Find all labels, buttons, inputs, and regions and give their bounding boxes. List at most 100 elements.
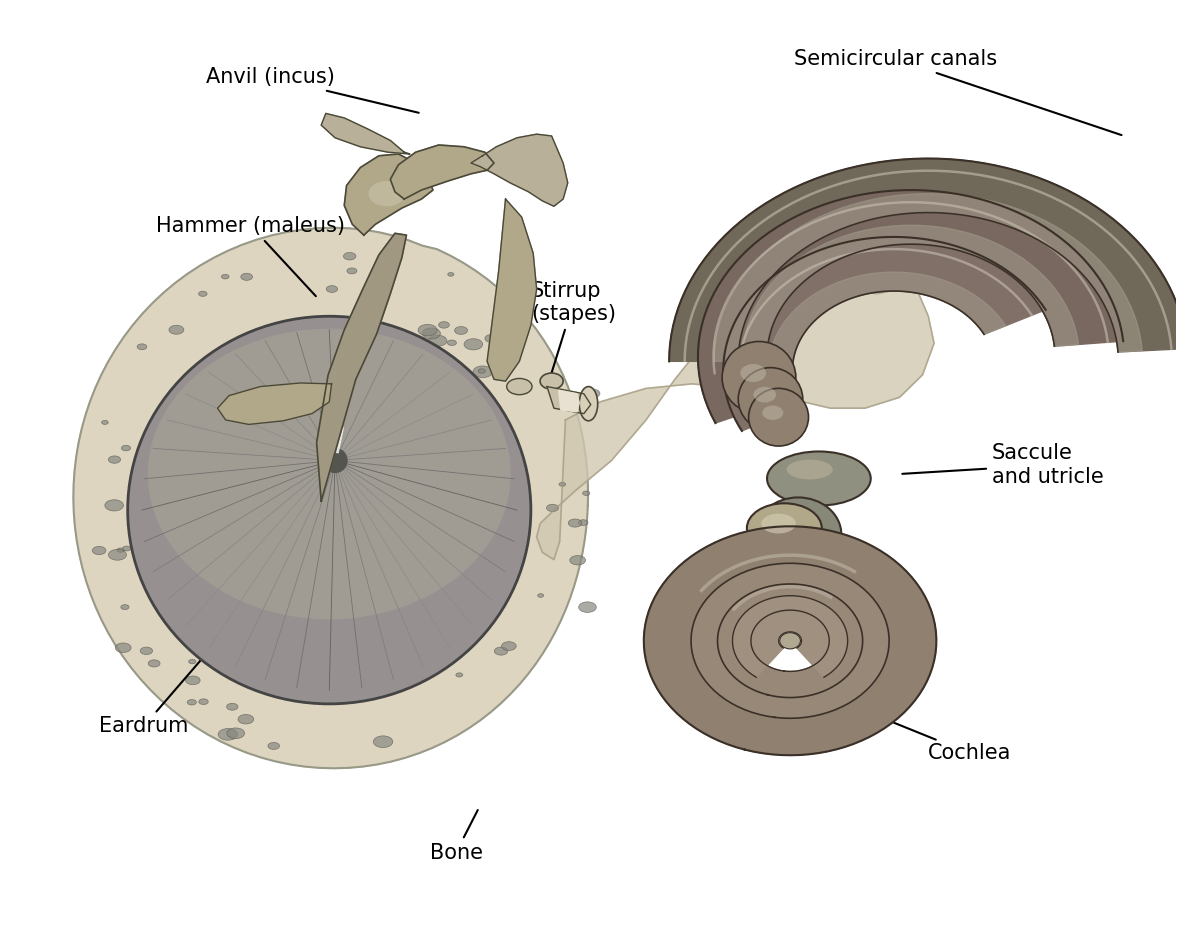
Ellipse shape bbox=[581, 397, 595, 407]
Ellipse shape bbox=[116, 548, 124, 552]
Ellipse shape bbox=[448, 272, 454, 276]
Ellipse shape bbox=[448, 340, 456, 346]
Ellipse shape bbox=[762, 406, 784, 420]
Ellipse shape bbox=[787, 459, 833, 480]
Text: Bone: Bone bbox=[430, 810, 482, 863]
Text: Stirrup
(stapes): Stirrup (stapes) bbox=[530, 281, 616, 381]
Ellipse shape bbox=[455, 327, 468, 334]
Polygon shape bbox=[670, 159, 1187, 362]
Ellipse shape bbox=[464, 339, 482, 350]
Ellipse shape bbox=[140, 647, 152, 654]
Polygon shape bbox=[732, 595, 847, 677]
Ellipse shape bbox=[559, 483, 565, 486]
Ellipse shape bbox=[569, 519, 582, 527]
Ellipse shape bbox=[422, 328, 440, 339]
Ellipse shape bbox=[323, 448, 348, 473]
Ellipse shape bbox=[580, 387, 598, 421]
Ellipse shape bbox=[761, 514, 796, 533]
Polygon shape bbox=[322, 114, 410, 154]
Ellipse shape bbox=[268, 743, 280, 749]
Ellipse shape bbox=[238, 715, 253, 724]
Ellipse shape bbox=[227, 703, 238, 710]
Ellipse shape bbox=[578, 602, 596, 612]
Ellipse shape bbox=[738, 368, 803, 431]
Ellipse shape bbox=[368, 181, 406, 207]
Polygon shape bbox=[470, 134, 568, 207]
Ellipse shape bbox=[578, 519, 588, 526]
Ellipse shape bbox=[473, 366, 492, 377]
Ellipse shape bbox=[115, 643, 131, 653]
Polygon shape bbox=[743, 225, 1079, 409]
Ellipse shape bbox=[749, 389, 809, 446]
Ellipse shape bbox=[428, 335, 446, 346]
Polygon shape bbox=[724, 237, 1045, 431]
Ellipse shape bbox=[241, 273, 252, 281]
Ellipse shape bbox=[478, 369, 485, 373]
Text: Eardrum: Eardrum bbox=[98, 607, 247, 736]
Polygon shape bbox=[768, 272, 1006, 415]
Ellipse shape bbox=[148, 329, 511, 620]
Ellipse shape bbox=[127, 316, 530, 704]
Ellipse shape bbox=[343, 253, 356, 260]
Ellipse shape bbox=[418, 324, 437, 336]
Ellipse shape bbox=[326, 285, 337, 292]
Ellipse shape bbox=[546, 504, 558, 512]
Polygon shape bbox=[714, 193, 1142, 362]
Polygon shape bbox=[390, 145, 494, 199]
Ellipse shape bbox=[102, 421, 108, 424]
Text: Semicircular canals: Semicircular canals bbox=[794, 50, 1122, 135]
Ellipse shape bbox=[199, 699, 209, 704]
Polygon shape bbox=[547, 387, 590, 413]
Text: Saccule
and utricle: Saccule and utricle bbox=[902, 443, 1104, 486]
Ellipse shape bbox=[92, 546, 106, 555]
Ellipse shape bbox=[780, 633, 800, 649]
Ellipse shape bbox=[137, 344, 146, 349]
Ellipse shape bbox=[198, 291, 208, 297]
Ellipse shape bbox=[218, 729, 238, 740]
Ellipse shape bbox=[570, 556, 586, 565]
Ellipse shape bbox=[502, 641, 516, 651]
Ellipse shape bbox=[121, 605, 130, 609]
Ellipse shape bbox=[186, 676, 200, 685]
Ellipse shape bbox=[494, 647, 508, 655]
Ellipse shape bbox=[456, 673, 463, 677]
Ellipse shape bbox=[373, 736, 392, 747]
Polygon shape bbox=[317, 233, 407, 501]
Ellipse shape bbox=[775, 513, 810, 538]
Ellipse shape bbox=[586, 389, 600, 398]
Ellipse shape bbox=[222, 274, 229, 279]
Ellipse shape bbox=[746, 503, 822, 553]
Ellipse shape bbox=[108, 456, 121, 463]
Ellipse shape bbox=[347, 268, 356, 274]
Polygon shape bbox=[698, 190, 1123, 423]
Polygon shape bbox=[643, 527, 936, 755]
Ellipse shape bbox=[540, 373, 563, 390]
Ellipse shape bbox=[538, 593, 544, 597]
Ellipse shape bbox=[122, 546, 131, 551]
Polygon shape bbox=[73, 228, 588, 768]
Ellipse shape bbox=[485, 334, 498, 343]
Ellipse shape bbox=[108, 549, 126, 561]
Ellipse shape bbox=[722, 342, 796, 413]
Polygon shape bbox=[217, 383, 331, 424]
Ellipse shape bbox=[755, 498, 841, 571]
Ellipse shape bbox=[438, 322, 449, 328]
Ellipse shape bbox=[227, 728, 245, 739]
Ellipse shape bbox=[121, 445, 131, 451]
Ellipse shape bbox=[754, 387, 776, 403]
Text: Cochlea: Cochlea bbox=[839, 700, 1012, 763]
Ellipse shape bbox=[169, 325, 184, 334]
Ellipse shape bbox=[148, 660, 160, 667]
Polygon shape bbox=[536, 217, 946, 560]
Ellipse shape bbox=[187, 700, 197, 705]
Ellipse shape bbox=[582, 491, 590, 496]
Ellipse shape bbox=[490, 333, 499, 339]
Ellipse shape bbox=[767, 452, 871, 505]
Polygon shape bbox=[691, 563, 889, 718]
Ellipse shape bbox=[188, 659, 196, 664]
Text: Anvil (incus): Anvil (incus) bbox=[206, 68, 419, 113]
Ellipse shape bbox=[740, 364, 766, 382]
Ellipse shape bbox=[104, 500, 124, 511]
Polygon shape bbox=[487, 199, 536, 381]
Polygon shape bbox=[344, 154, 433, 235]
